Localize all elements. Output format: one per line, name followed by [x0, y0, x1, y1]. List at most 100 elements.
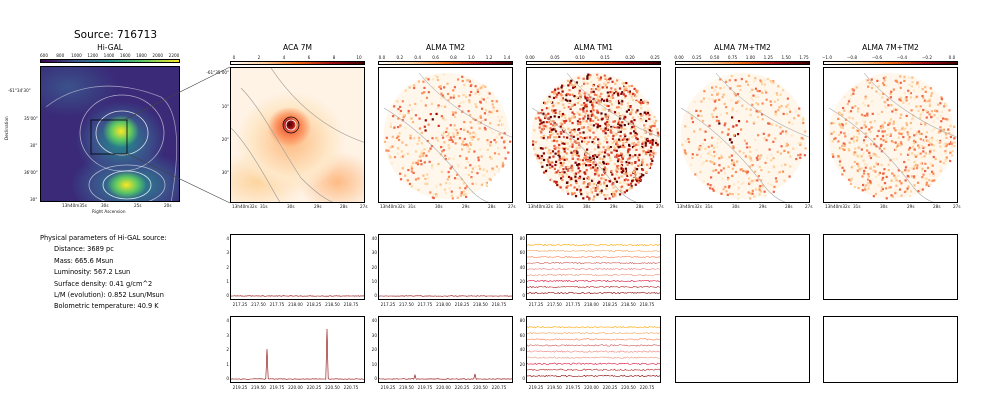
noise-pixel	[730, 74, 733, 78]
noise-pixel	[718, 164, 721, 167]
noise-pixel	[585, 136, 588, 139]
noise-pixel	[928, 152, 931, 155]
noise-pixel	[852, 89, 855, 92]
noise-pixel	[652, 150, 655, 153]
colorbar-tick: 6	[307, 55, 311, 60]
map-xtick: 30s	[583, 204, 591, 209]
noise-pixel	[624, 139, 627, 143]
noise-pixel	[466, 144, 470, 147]
noise-pixel	[641, 145, 644, 149]
noise-pixel	[640, 107, 643, 110]
noise-pixel	[951, 154, 954, 157]
spectrum-line	[231, 328, 364, 380]
noise-pixel	[921, 188, 924, 191]
noise-pixel	[592, 87, 595, 91]
noise-pixel	[598, 146, 601, 149]
noise-pixel	[626, 179, 630, 182]
noise-pixel	[908, 152, 911, 155]
noise-pixel	[940, 168, 943, 171]
noise-pixel	[584, 150, 587, 154]
noise-pixel	[586, 159, 589, 163]
noise-pixel	[541, 109, 544, 112]
noise-pixel	[400, 150, 403, 153]
noise-pixel	[862, 120, 865, 123]
spectrum-ytick: 2	[226, 347, 229, 352]
noise-pixel	[918, 146, 921, 149]
noise-pixel	[785, 105, 788, 108]
noise-pixel	[590, 157, 593, 161]
noise-pixel	[639, 112, 642, 116]
noise-pixel	[574, 172, 577, 175]
noise-pixel	[840, 123, 844, 126]
noise-pixel	[586, 99, 589, 102]
noise-pixel	[608, 100, 612, 104]
noise-pixel	[742, 152, 745, 155]
noise-pixel	[484, 128, 487, 131]
noise-pixel	[944, 160, 947, 163]
noise-pixel	[831, 153, 834, 156]
noise-pixel	[900, 194, 903, 197]
noise-pixel	[588, 93, 591, 96]
noise-pixel	[442, 73, 445, 76]
contour-line	[566, 72, 660, 138]
noise-pixel	[705, 159, 708, 162]
param-bolometric-temperature: Bolometric temperature: 40.9 K	[54, 302, 159, 311]
noise-pixel	[547, 107, 550, 110]
noise-pixel	[889, 159, 892, 162]
noise-pixel	[434, 193, 438, 196]
noise-pixel	[841, 113, 844, 116]
noise-pixel	[471, 135, 474, 138]
noise-pixel	[577, 141, 580, 145]
noise-pixel	[627, 138, 630, 141]
param-surface-density: Surface density: 0.41 g/cm^2	[54, 279, 153, 288]
noise-pixel	[600, 92, 603, 95]
noise-pixel	[761, 186, 764, 190]
noise-pixel	[603, 194, 606, 197]
noise-pixel	[606, 116, 609, 120]
noise-pixel	[948, 132, 951, 135]
noise-pixel	[612, 131, 615, 134]
noise-pixel	[605, 168, 608, 171]
noise-pixel	[637, 141, 640, 144]
noise-pixel	[760, 179, 763, 182]
noise-pixel	[850, 166, 853, 169]
noise-pixel	[640, 173, 643, 176]
noise-pixel	[629, 182, 633, 185]
noise-pixel	[585, 191, 588, 194]
noise-pixel	[621, 190, 624, 193]
noise-pixel	[560, 132, 563, 135]
noise-pixel	[754, 138, 757, 141]
noise-pixel	[414, 178, 418, 181]
noise-pixel	[559, 151, 563, 154]
noise-pixel	[932, 149, 936, 152]
colorbar-tick: 1000	[71, 53, 82, 58]
noise-pixel	[561, 147, 565, 150]
noise-pixel	[565, 186, 568, 189]
noise-pixel	[422, 152, 425, 155]
noise-pixel	[748, 182, 751, 185]
noise-pixel	[596, 96, 599, 100]
noise-pixel	[559, 113, 562, 116]
noise-pixel	[864, 97, 867, 100]
noise-pixel	[837, 117, 840, 121]
noise-pixel	[549, 115, 552, 119]
param-mass: Mass: 665.6 Msun	[54, 256, 114, 265]
noise-pixel	[723, 102, 726, 106]
spectrum-ytick: 0	[374, 376, 377, 381]
noise-pixel	[651, 141, 654, 144]
noise-pixel	[713, 100, 716, 103]
spectrum-xtick: 219.75	[269, 385, 285, 390]
noise-pixel	[423, 148, 426, 151]
noise-pixel	[578, 89, 581, 92]
noise-pixel	[760, 154, 763, 157]
noise-pixel	[903, 129, 906, 132]
noise-pixel	[397, 117, 400, 120]
noise-pixel	[570, 104, 574, 107]
noise-pixel	[582, 126, 585, 129]
noise-pixel	[732, 146, 735, 149]
noise-pixel	[612, 193, 615, 196]
noise-pixel	[585, 142, 589, 145]
noise-pixel	[919, 152, 922, 155]
noise-pixel	[575, 154, 578, 157]
noise-pixel	[615, 167, 618, 170]
